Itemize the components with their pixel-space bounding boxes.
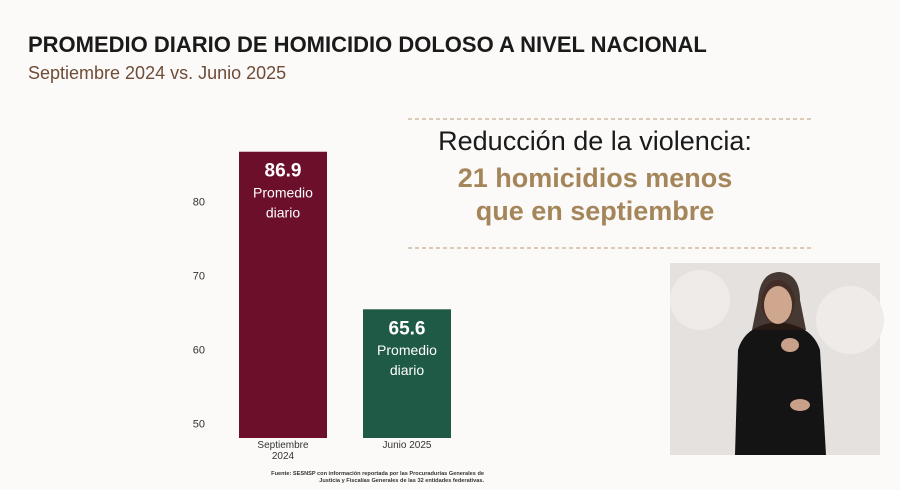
y-tick-label: 80 xyxy=(193,197,205,209)
source-note: Fuente: SESNSP con información reportada… xyxy=(271,471,484,484)
bar xyxy=(363,309,451,438)
y-tick-label: 50 xyxy=(193,419,205,431)
interpreter-video xyxy=(670,263,884,455)
person-hand xyxy=(790,399,810,411)
pattern xyxy=(670,270,730,330)
chart-title: PROMEDIO DIARIO DE HOMICIDIO DOLOSO A NI… xyxy=(28,32,707,57)
annotation: 21 homicidios menos xyxy=(458,163,733,193)
person xyxy=(735,322,826,455)
pattern xyxy=(816,286,884,354)
value-label: 86.9 xyxy=(265,161,302,182)
x-tick-label: Septiembre 2024 xyxy=(257,440,309,462)
person-hand xyxy=(781,338,799,352)
annotation: Reducción de la violencia: xyxy=(438,126,752,156)
x-tick-label: Junio 2025 xyxy=(382,440,432,451)
bar-note: diario xyxy=(390,362,424,378)
bar-note: diario xyxy=(266,204,300,220)
value-label: 65.6 xyxy=(389,318,426,339)
annotation: que en septiembre xyxy=(476,196,715,226)
chart-subtitle: Septiembre 2024 vs. Junio 2025 xyxy=(28,63,286,83)
bar xyxy=(239,151,327,439)
bar-note: Promedio xyxy=(253,184,313,200)
y-tick-label: 60 xyxy=(193,345,205,357)
bar-note: Promedio xyxy=(377,342,437,358)
y-tick-label: 70 xyxy=(193,271,205,283)
person-face xyxy=(764,286,792,324)
